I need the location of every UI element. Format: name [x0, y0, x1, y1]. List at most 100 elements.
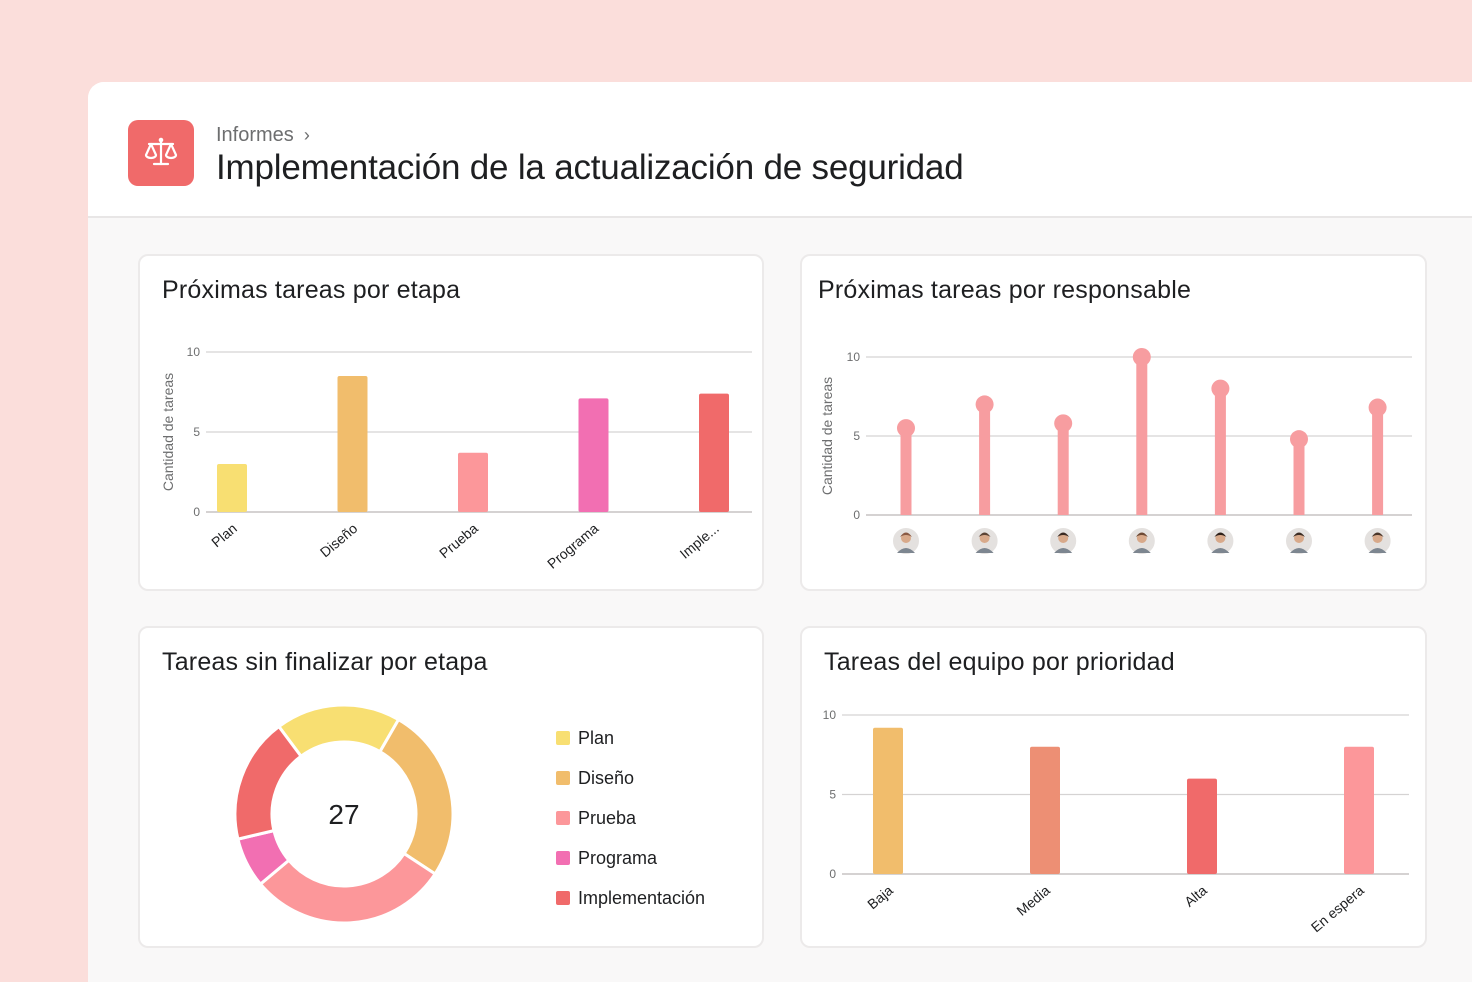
- x-tick-label: Diseño: [317, 520, 361, 560]
- avatar-shirt: [1290, 548, 1308, 553]
- legend-label: Plan: [578, 727, 615, 748]
- legend-swatch: [556, 771, 570, 785]
- legend-swatch: [556, 811, 570, 825]
- avatar-hair: [1057, 532, 1070, 537]
- avatar-shirt: [1368, 548, 1387, 553]
- legend-label: Programa: [578, 847, 658, 868]
- lollipop-stem: [1293, 439, 1305, 515]
- y-axis-label: Cantidad de tareas: [819, 377, 835, 495]
- lollipop-stem: [1372, 407, 1384, 515]
- x-tick-label: Alta: [1181, 882, 1210, 910]
- donut-total: 27: [328, 799, 360, 830]
- avatar-hair: [1135, 532, 1148, 537]
- lollipop-stem: [1136, 357, 1148, 515]
- chart-team-by-priority: 0 5 10 Baja Media Alta En espera: [823, 708, 1409, 935]
- bar-en-espera: [1344, 746, 1374, 874]
- page-title: Implementación de la actualización de se…: [216, 148, 964, 187]
- card-unfinished-by-stage[interactable]: Tareas sin finalizar por etapa 27 Plan Di…: [138, 626, 764, 948]
- legend-item: Programa: [556, 838, 705, 878]
- bar-plan: [217, 464, 247, 512]
- chart-tasks-by-stage: 0 5 10 Cantidad de tareas Plan Diseño Prueba Pr…: [160, 345, 752, 572]
- bar-alta: [1187, 778, 1217, 874]
- card-team-by-priority[interactable]: Tareas del equipo por prioridad 0 5 10 Baja…: [800, 626, 1427, 948]
- avatar-hair: [900, 532, 912, 537]
- x-tick-label: Baja: [864, 882, 896, 912]
- lollipop-stem: [900, 428, 912, 515]
- lollipop-dot: [1368, 398, 1387, 417]
- lollipop-stem: [1057, 423, 1069, 515]
- donut-slice-dise-o: [377, 717, 455, 876]
- avatar-face: [1215, 533, 1226, 543]
- avatar-face: [1372, 533, 1383, 543]
- y-tick-label: 5: [853, 429, 860, 443]
- avatar-shirt: [897, 548, 915, 553]
- avatar-face: [979, 533, 990, 543]
- avatar-hair: [1293, 532, 1305, 537]
- x-tick-label: Media: [1013, 882, 1053, 919]
- x-tick-label: Prueba: [436, 520, 481, 561]
- avatar-shirt: [1132, 548, 1151, 553]
- chart-tasks-by-assignee: 0 5 10 Cantidad de tareas: [819, 348, 1412, 556]
- report-window: Informes › Implementación de la actualiz…: [88, 82, 1472, 982]
- lollipop-stem: [1214, 388, 1226, 515]
- x-tick-label: Plan: [208, 520, 240, 550]
- x-tick-label: Programa: [544, 520, 602, 572]
- avatar-face: [1136, 533, 1147, 543]
- y-tick-label: 5: [829, 788, 836, 802]
- lollipop-dot: [897, 419, 915, 438]
- card-title: Próximas tareas por responsable: [818, 276, 1192, 304]
- y-tick-label: 0: [193, 505, 200, 519]
- y-tick-label: 0: [853, 508, 860, 522]
- legend-swatch: [556, 731, 570, 745]
- bar-baja: [873, 727, 903, 874]
- legend-item: Plan: [556, 718, 705, 758]
- lollipop-dot: [1132, 348, 1151, 366]
- donut-slice-prueba: [258, 851, 438, 925]
- avatar-face: [901, 533, 911, 543]
- x-tick-label: Imple...: [676, 520, 721, 562]
- card-tasks-by-stage[interactable]: Próximas tareas por etapa 0 5 10 Cantidad d…: [138, 254, 764, 591]
- bar-programa: [578, 398, 609, 512]
- bar-dise-o: [337, 376, 368, 512]
- legend-swatch: [556, 891, 570, 905]
- legend-label: Implementación: [578, 887, 706, 908]
- breadcrumb: Informes ›: [216, 124, 310, 147]
- avatar-shirt: [1054, 548, 1073, 553]
- scales-icon[interactable]: [128, 120, 194, 186]
- lollipop-dot: [1290, 430, 1308, 449]
- bar-media: [1030, 746, 1060, 874]
- y-tick-label: 5: [193, 425, 200, 439]
- chart-unfinished-by-stage: [233, 703, 455, 925]
- legend-label: Diseño: [578, 767, 635, 788]
- lollipop-dot: [1211, 379, 1230, 398]
- y-axis-label: Cantidad de tareas: [160, 373, 176, 491]
- avatar-hair: [1371, 532, 1384, 537]
- y-tick-label: 0: [829, 867, 836, 881]
- y-tick-label: 10: [187, 345, 201, 359]
- x-tick-label: En espera: [1308, 882, 1367, 935]
- legend-item: Diseño: [556, 758, 705, 798]
- lollipop-dot: [975, 395, 994, 414]
- chevron-right-icon: ›: [303, 125, 310, 145]
- breadcrumb-link-informes[interactable]: Informes: [216, 124, 294, 146]
- card-title: Tareas sin finalizar por etapa: [162, 648, 488, 676]
- legend-item: Implementación: [556, 878, 705, 918]
- legend-swatch: [556, 851, 570, 865]
- lollipop-dot: [1054, 414, 1073, 433]
- donut-slice-implementaci-n: [233, 724, 304, 841]
- lollipop-stem: [979, 404, 991, 515]
- avatar-shirt: [975, 548, 994, 553]
- legend-item: Prueba: [556, 798, 705, 838]
- avatar-hair: [1214, 532, 1227, 537]
- avatar-face: [1058, 533, 1069, 543]
- card-title: Próximas tareas por etapa: [162, 276, 461, 304]
- y-tick-label: 10: [847, 350, 861, 364]
- bar-imple-: [699, 393, 729, 512]
- avatar-hair: [978, 532, 991, 537]
- bar-prueba: [458, 452, 488, 512]
- legend-label: Prueba: [578, 807, 637, 828]
- y-tick-label: 10: [823, 708, 837, 722]
- report-header: Informes › Implementación de la actualiz…: [88, 82, 1472, 218]
- card-title: Tareas del equipo por prioridad: [824, 648, 1175, 676]
- card-tasks-by-assignee[interactable]: Próximas tareas por responsable 0 5 10 Cant…: [800, 254, 1427, 591]
